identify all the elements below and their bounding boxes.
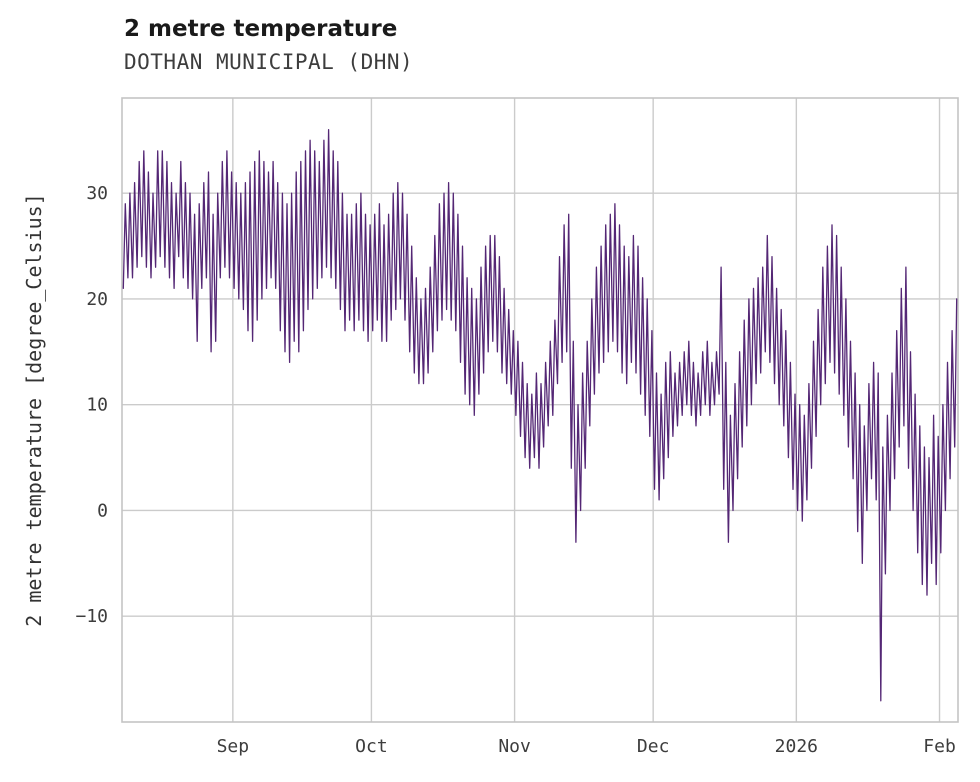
y-tick-label: 20 [86,289,108,310]
x-tick-label: Feb [923,736,956,757]
y-tick-label: −10 [75,606,108,627]
x-tick-label: Nov [498,736,531,757]
y-tick-label: 0 [97,500,108,521]
chart-subtitle: DOTHAN MUNICIPAL (DHN) [124,50,414,74]
x-tick-label: Oct [355,736,388,757]
x-tick-label: 2026 [775,736,818,757]
y-tick-label: 30 [86,183,108,204]
chart-title: 2 metre temperature [124,16,398,42]
temperature-line [122,129,958,702]
plot-border [121,97,959,723]
x-tick-label: Sep [217,736,250,757]
y-tick-label: 10 [86,395,108,416]
x-tick-label: Dec [637,736,670,757]
